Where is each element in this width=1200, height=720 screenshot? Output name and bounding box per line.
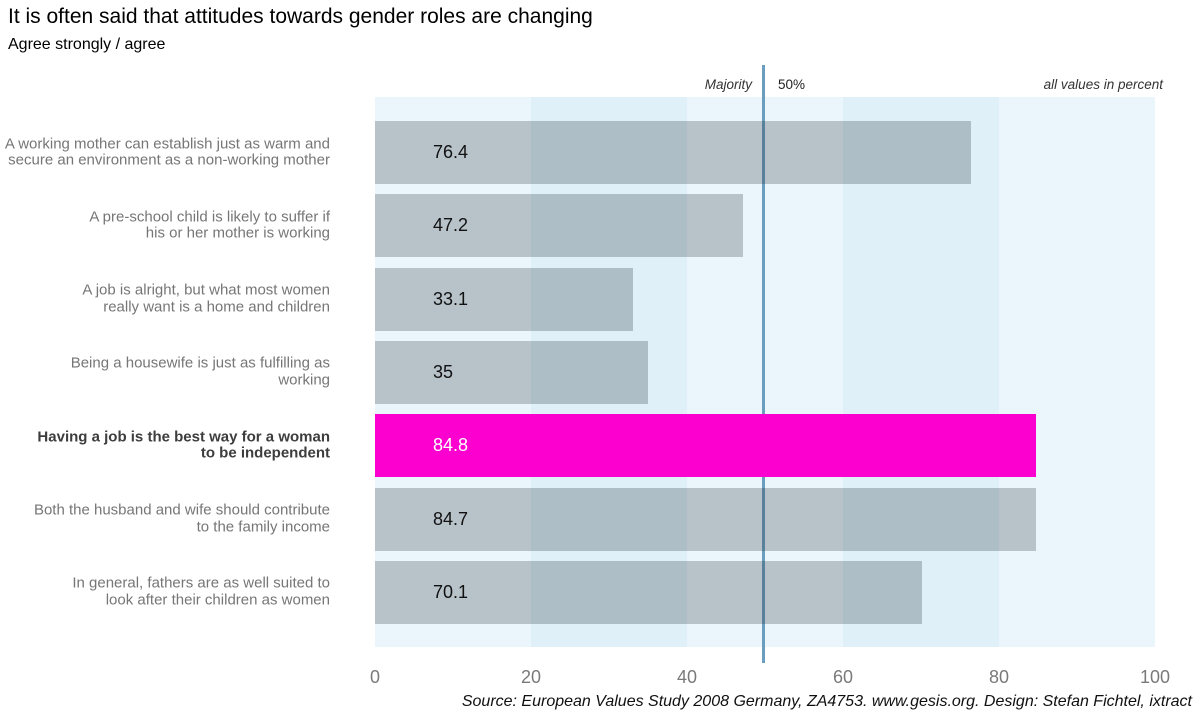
- category-label: A pre-school child is likely to suffer i…: [89, 208, 330, 242]
- value-label: 70.1: [433, 581, 469, 602]
- value-label: 35: [433, 361, 454, 382]
- category-label: Being a housewife is just as fulfilling …: [70, 354, 330, 389]
- x-axis: 0 20 40 60 80 100: [370, 667, 1170, 689]
- category-label: Having a job is the best way for a woman…: [37, 428, 330, 462]
- chart-title: It is often said that attitudes towards …: [8, 5, 593, 28]
- value-label: 84.8: [433, 435, 469, 456]
- x-axis-tick-label: 20: [520, 667, 542, 687]
- bar: 33.1: [375, 267, 634, 331]
- bar-row: Being a housewife is just as fulfilling …: [71, 340, 1155, 404]
- bar: 84.7: [375, 487, 1036, 551]
- bar: 70.1: [375, 560, 922, 624]
- bar: 47.2: [375, 194, 744, 258]
- bar: 84.8: [375, 414, 1037, 478]
- value-label: 76.4: [433, 142, 469, 162]
- x-axis-tick-label: 40: [676, 667, 698, 687]
- category-label: Both the husband and wife should contrib…: [33, 501, 330, 536]
- units-note: all values in percent: [1043, 77, 1163, 92]
- fifty-percent-annotation: 50%: [778, 77, 806, 92]
- majority-annotation: Majority: [704, 77, 752, 92]
- value-label: 84.7: [433, 508, 469, 529]
- plot-area: A working mother can establish just as w…: [5, 65, 1155, 663]
- category-label: In general, fathers are as well suited t…: [72, 574, 330, 609]
- x-axis-tick-label: 100: [1139, 667, 1171, 687]
- x-axis-tick-label: 0: [369, 667, 380, 687]
- bar-rows-container: A working mother can establish just as w…: [5, 97, 1155, 647]
- x-axis-tick-label: 80: [988, 667, 1010, 687]
- category-label: A working mother can establish just as w…: [4, 135, 330, 169]
- value-label: 47.2: [433, 215, 469, 236]
- bar-row: A working mother can establish just as w…: [5, 121, 1155, 184]
- bar: 35: [375, 340, 648, 404]
- bar-row: Both the husband and wife should contrib…: [34, 487, 1155, 551]
- bar-row: Having a job is the best way for a woman…: [37, 414, 1155, 478]
- source-credit: Source: European Values Study 2008 Germa…: [461, 693, 1192, 710]
- bar-row: A pre-school child is likely to suffer i…: [89, 194, 1155, 258]
- bar-row: A job is alright, but what most women rea…: [82, 267, 1155, 331]
- value-label: 33.1: [433, 288, 469, 309]
- bar-row: In general, fathers are as well suited t…: [72, 560, 1155, 624]
- majority-reference-line: [762, 65, 765, 663]
- chart-subtitle: Agree strongly / agree: [8, 36, 166, 53]
- category-label: A job is alright, but what most women rea…: [82, 281, 330, 316]
- bar: 76.4: [375, 121, 971, 184]
- x-axis-tick-label: 60: [832, 667, 854, 687]
